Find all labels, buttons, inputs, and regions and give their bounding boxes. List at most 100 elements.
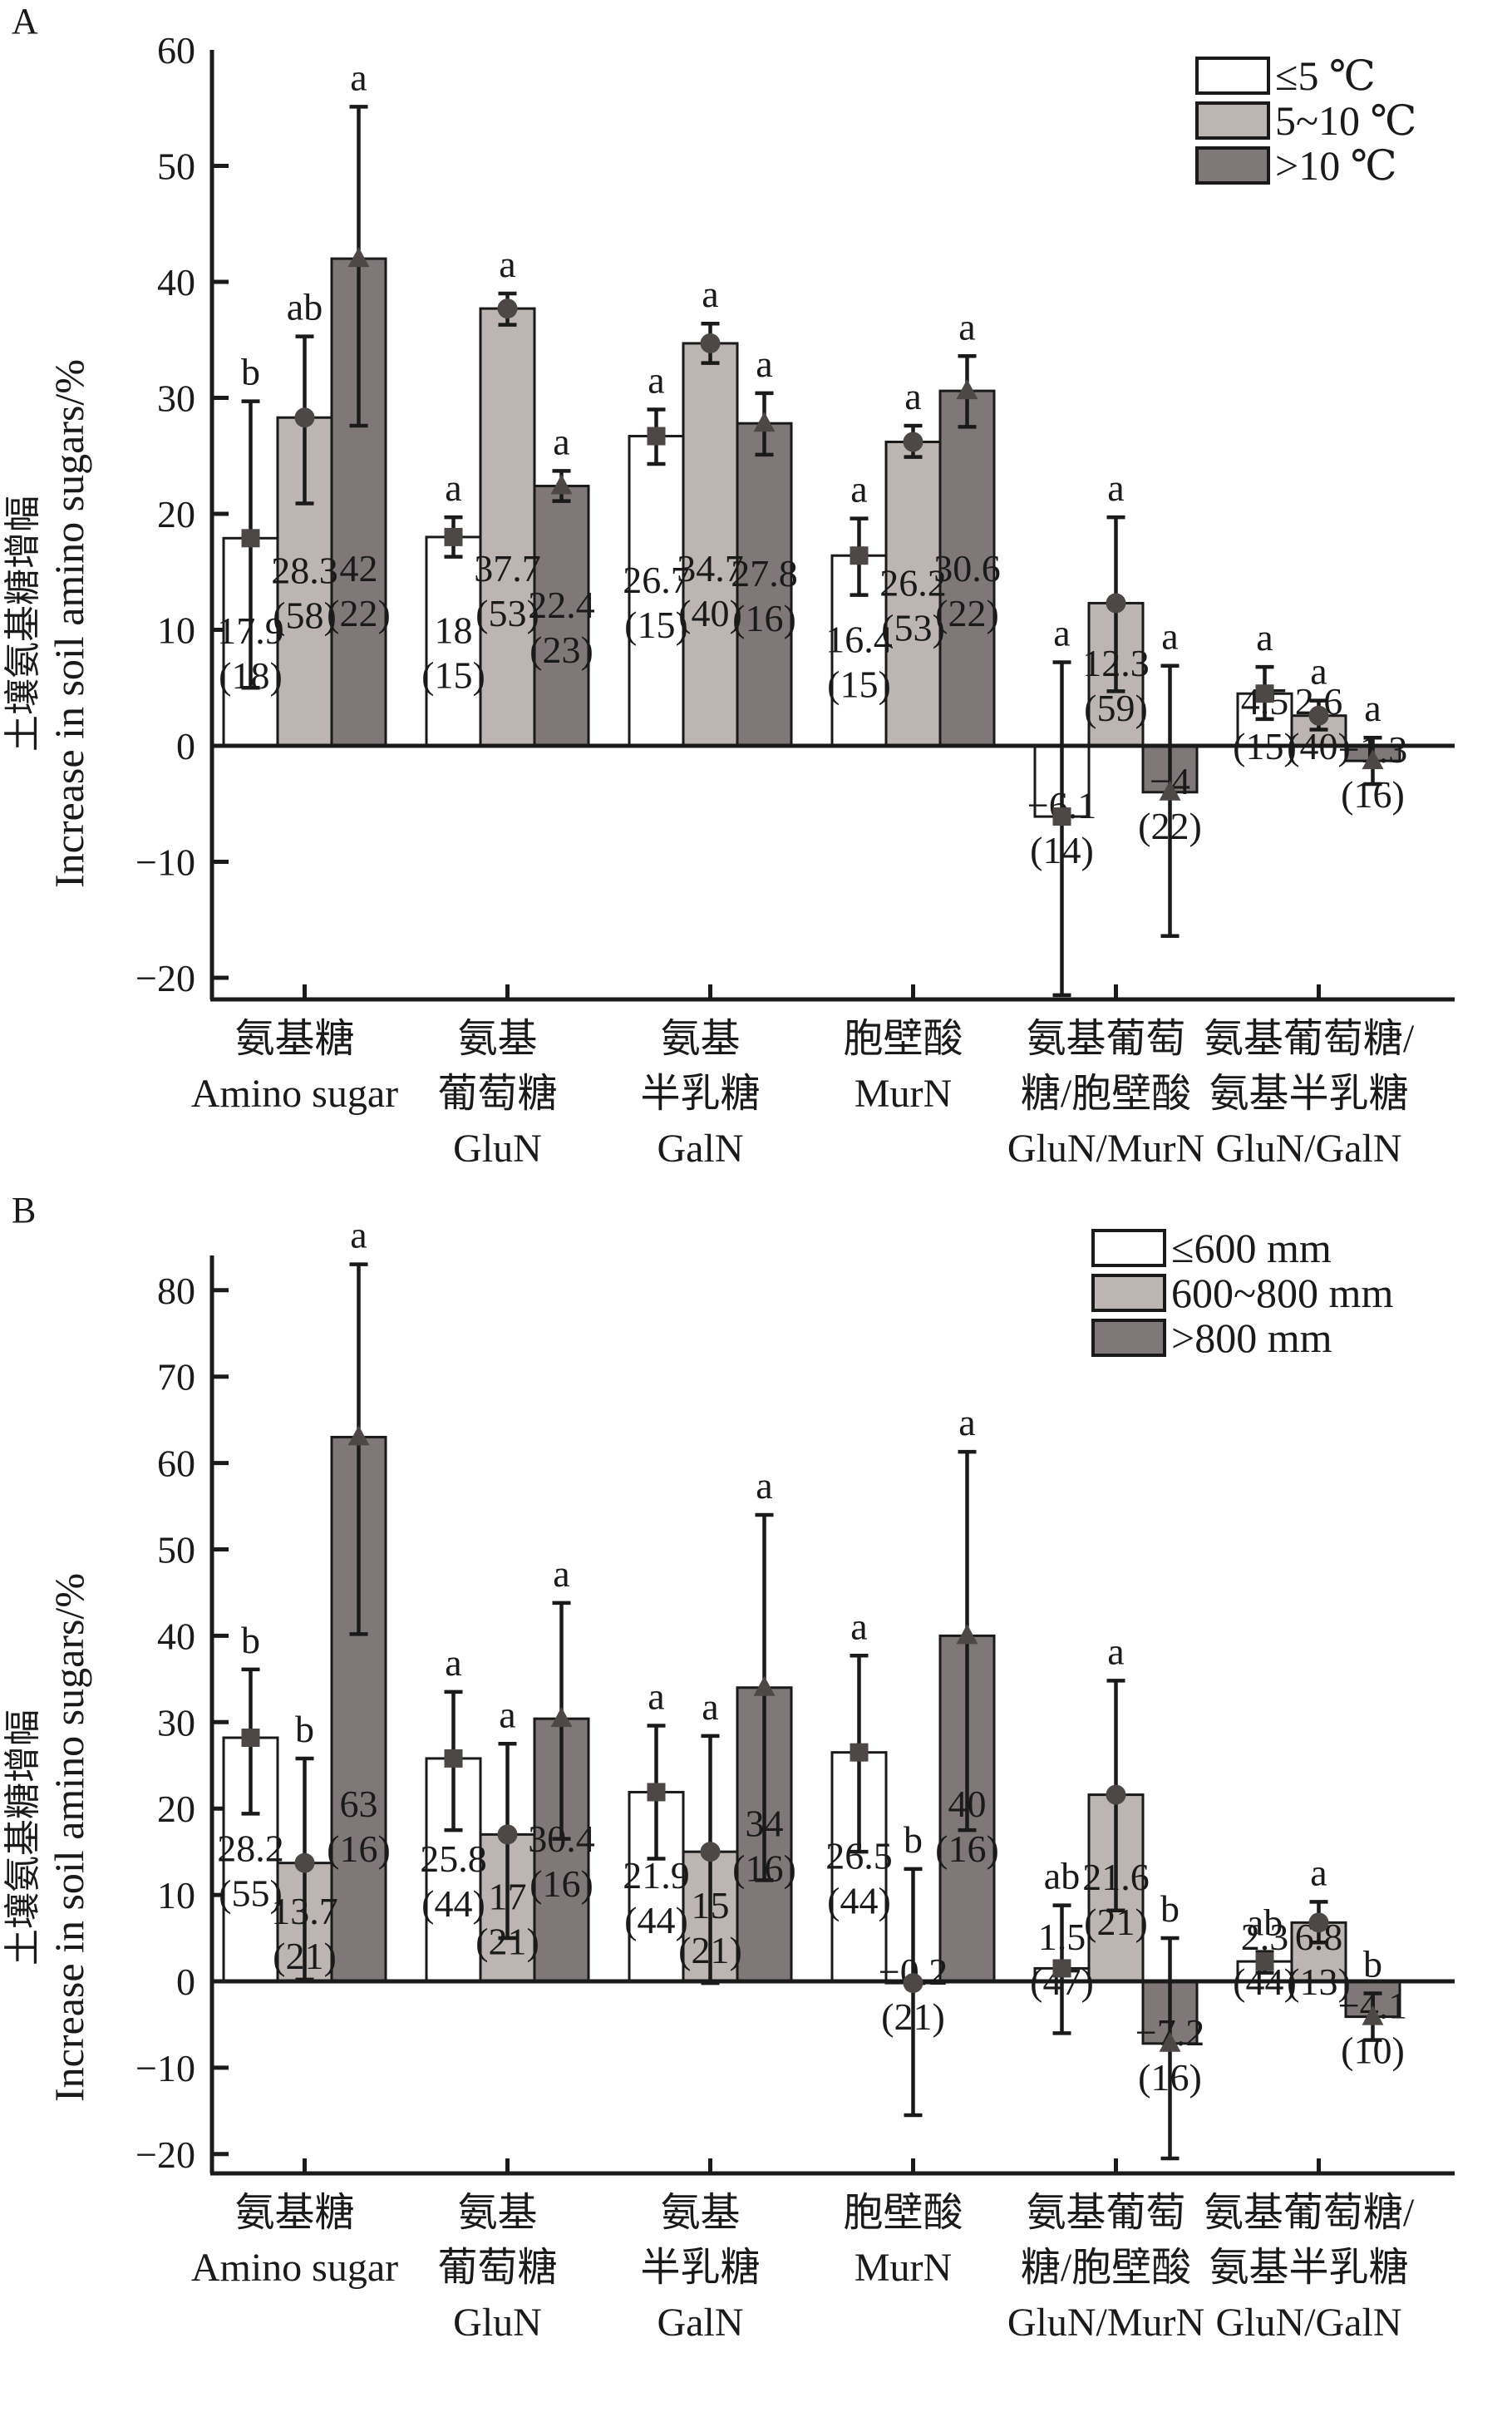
- legend-label: 600~800 mm: [1171, 1270, 1393, 1316]
- significance-letter: a: [756, 343, 772, 385]
- marker-circle: [903, 1973, 923, 1994]
- data-label-n: (16): [327, 1828, 391, 1870]
- significance-letter: a: [1310, 1851, 1327, 1893]
- data-label: 22.4(23): [528, 584, 595, 671]
- bar: [736, 422, 793, 747]
- data-label-value: 21.9: [623, 1854, 690, 1897]
- y-axis-label-en: Increase in soil amino sugars/%: [46, 359, 92, 888]
- significance-letter: ab: [1247, 1902, 1283, 1944]
- marker-triangle: [956, 1624, 978, 1645]
- x-category-label-cn: 氨基葡萄糖/: [1204, 2191, 1415, 2235]
- data-label-value: 27.8: [731, 552, 798, 594]
- x-category-label-cn: 氨基: [457, 2191, 537, 2235]
- bar: [884, 441, 942, 747]
- data-label-value: 30.6: [933, 547, 1001, 589]
- marker-square: [444, 1749, 463, 1768]
- y-tick-label: 10: [157, 1874, 195, 1916]
- marker-triangle: [1362, 749, 1384, 770]
- data-label-n: (55): [219, 1872, 283, 1915]
- significance-letter: b: [1160, 1887, 1180, 1930]
- x-category-label-cn: 氨基: [457, 1017, 537, 1061]
- x-category-label-cn: 氨基葡萄: [1026, 1017, 1185, 1061]
- panel-label: B: [12, 1190, 36, 1231]
- data-label: 28.2(55): [217, 1828, 284, 1915]
- marker-square: [1255, 684, 1274, 703]
- x-category-label: 氨基葡萄糖 GluN: [437, 2191, 557, 2345]
- marker-circle: [1106, 1784, 1126, 1805]
- data-label-value: 26.7: [623, 559, 690, 601]
- significance-letter: a: [1364, 687, 1381, 729]
- legend-label: >10 ℃: [1275, 142, 1397, 189]
- significance-letter: a: [702, 1685, 718, 1728]
- marker-circle: [903, 432, 923, 452]
- x-category-label-en: GluN: [453, 1127, 542, 1171]
- marker-triangle: [1159, 780, 1181, 801]
- significance-letter: a: [904, 375, 921, 417]
- y-tick-label: 70: [157, 1356, 195, 1398]
- data-label-value: 28.2: [217, 1828, 284, 1870]
- data-label: 28.3(58): [271, 550, 338, 637]
- data-label-n: (40): [678, 592, 742, 634]
- legend-swatch: [1091, 1229, 1166, 1267]
- y-tick-label: 30: [157, 1701, 195, 1744]
- x-category-label: 氨基葡萄糖 GluN: [437, 1017, 557, 1171]
- marker-triangle: [550, 474, 573, 495]
- marker-triangle: [1362, 2005, 1384, 2025]
- x-category-label: 氨基葡萄糖/氨基半乳糖 GluN/GalN: [1204, 1017, 1415, 1171]
- marker-square: [1255, 1952, 1274, 1971]
- marker-circle: [700, 333, 721, 353]
- bar: [479, 307, 536, 747]
- significance-letter: a: [648, 1675, 664, 1717]
- y-tick-label: 10: [157, 609, 195, 652]
- y-tick-label: −10: [135, 841, 195, 884]
- data-label-n: (44): [827, 1879, 891, 1921]
- x-category-label-cn: 氨基葡萄: [1026, 2191, 1185, 2235]
- marker-square: [647, 427, 666, 446]
- legend-label: >800 mm: [1171, 1315, 1332, 1361]
- y-tick-label: −20: [135, 2133, 195, 2176]
- significance-letter: a: [1107, 466, 1124, 509]
- marker-square: [850, 1743, 869, 1762]
- significance-letter: a: [350, 56, 367, 98]
- x-category-label: 胞壁酸 MurN: [843, 1017, 963, 1116]
- data-label-n: (58): [273, 594, 337, 637]
- significance-letter: a: [756, 1464, 772, 1507]
- significance-letter: a: [445, 466, 461, 509]
- x-category-label: 氨基葡萄糖/胞壁酸 GluN/MurN: [1007, 2191, 1204, 2345]
- data-label: 26.5(44): [825, 1834, 893, 1921]
- x-category-label-cn: 半乳糖: [640, 2246, 760, 2290]
- y-tick-label: −10: [135, 2047, 195, 2089]
- legend-swatch: [1195, 101, 1270, 140]
- marker-circle: [497, 298, 518, 319]
- bar: [938, 389, 996, 747]
- significance-letter: a: [1256, 616, 1273, 659]
- legend-item: >10 ℃: [1195, 142, 1397, 189]
- x-category-label-cn: 氨基: [660, 2191, 740, 2235]
- y-tick-label: 20: [157, 1788, 195, 1830]
- marker-circle: [1308, 1912, 1329, 1933]
- data-label: 16.4(15): [825, 619, 893, 706]
- data-label: 18(15): [421, 609, 485, 696]
- marker-square: [241, 1729, 260, 1748]
- x-category-label-cn: 半乳糖: [640, 1072, 760, 1116]
- significance-letter: ab: [287, 286, 323, 328]
- significance-letter: a: [1053, 612, 1070, 654]
- marker-triangle: [956, 379, 978, 400]
- data-label-value: 34.7: [677, 547, 744, 589]
- significance-letter: a: [553, 1552, 569, 1595]
- legend-swatch: [1091, 1319, 1166, 1357]
- marker-triangle: [753, 412, 776, 432]
- data-label: 21.9(44): [623, 1854, 690, 1941]
- x-category-label: 氨基糖 Amino sugar: [191, 1017, 398, 1116]
- significance-letter: a: [553, 420, 569, 462]
- y-tick-label: 30: [157, 377, 195, 420]
- marker-square: [444, 527, 463, 546]
- data-label-value: 37.7: [474, 547, 541, 589]
- x-category-label-en: GluN: [453, 2301, 542, 2345]
- marker-circle: [497, 1824, 518, 1845]
- y-tick-label: 20: [157, 493, 195, 535]
- marker-triangle: [347, 1425, 370, 1446]
